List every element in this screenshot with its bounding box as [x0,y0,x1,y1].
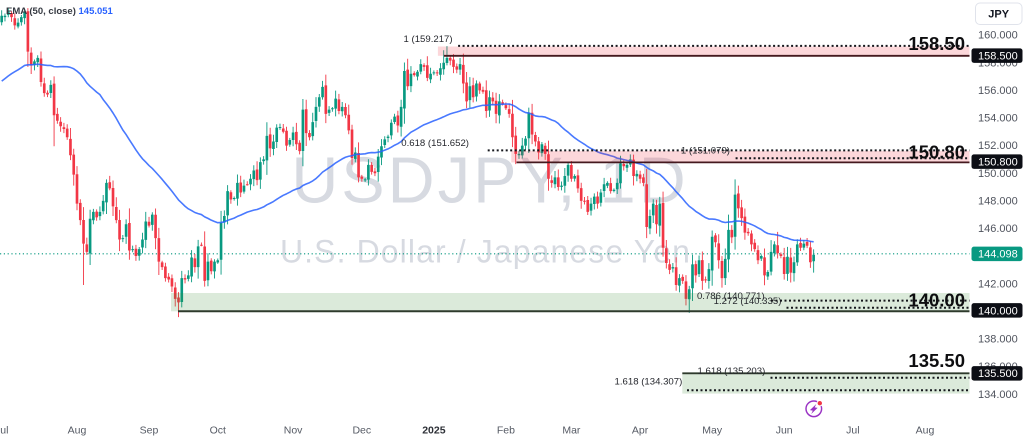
svg-text:Feb: Feb [497,424,515,436]
svg-text:150.800: 150.800 [978,157,1018,169]
svg-text:1.618 (135.203): 1.618 (135.203) [698,366,766,377]
svg-text:Mar: Mar [562,424,581,436]
svg-text:135.500: 135.500 [978,368,1018,380]
svg-text:JPY: JPY [988,9,1009,21]
svg-text:0.618 (151.652): 0.618 (151.652) [401,138,469,149]
svg-text:158.50: 158.50 [908,33,965,54]
svg-text:1.618 (134.307): 1.618 (134.307) [615,376,683,387]
svg-text:EMA (50, close): EMA (50, close) [6,6,76,17]
svg-text:2025: 2025 [422,424,446,436]
svg-text:142.000: 142.000 [978,278,1018,290]
svg-text:148.000: 148.000 [978,195,1018,207]
svg-text:Jun: Jun [776,424,793,436]
svg-text:150.80: 150.80 [908,142,965,163]
svg-text:156.000: 156.000 [978,85,1018,97]
svg-text:145.051: 145.051 [79,6,114,17]
svg-text:Dec: Dec [352,424,371,436]
svg-text:140.000: 140.000 [978,305,1018,317]
svg-text:138.000: 138.000 [978,334,1018,346]
svg-text:Apr: Apr [632,424,649,436]
svg-text:135.50: 135.50 [908,350,965,371]
svg-text:158.500: 158.500 [978,51,1018,63]
svg-text:152.000: 152.000 [978,140,1018,152]
svg-text:Aug: Aug [68,424,87,436]
svg-text:1 (159.217): 1 (159.217) [404,34,453,45]
svg-text:Jul: Jul [846,424,859,436]
svg-text:134.000: 134.000 [978,389,1018,401]
svg-text:Jul: Jul [0,424,8,436]
svg-text:Oct: Oct [210,424,226,436]
svg-text:Sep: Sep [140,424,159,436]
svg-text:Aug: Aug [916,424,935,436]
svg-text:154.000: 154.000 [978,113,1018,125]
svg-text:150.000: 150.000 [978,168,1018,180]
svg-text:U.S. Dollar / Japanese Yen: U.S. Dollar / Japanese Yen [280,234,691,270]
svg-text:140.00: 140.00 [908,290,965,311]
svg-text:144.098: 144.098 [978,249,1018,261]
svg-text:May: May [702,424,723,436]
svg-text:Nov: Nov [284,424,303,436]
svg-text:160.000: 160.000 [978,30,1018,42]
svg-text:146.000: 146.000 [978,223,1018,235]
